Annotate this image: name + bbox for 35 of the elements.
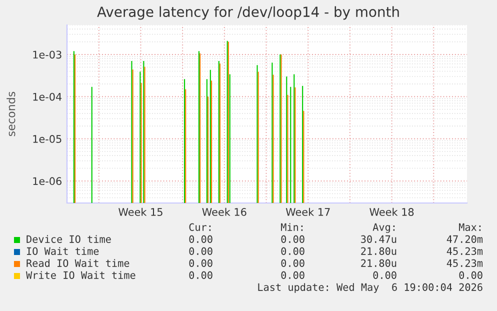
text: 0.00 bbox=[373, 271, 396, 279]
text: 0.00 bbox=[281, 247, 304, 255]
y-tick-label: 1e-06 bbox=[33, 177, 62, 186]
text: 30.47u bbox=[361, 235, 396, 243]
text: Max: bbox=[459, 223, 481, 231]
x-tick-label: Week 18 bbox=[370, 208, 414, 216]
text: 0.00 bbox=[189, 247, 212, 255]
y-tick-label: 1e-04 bbox=[33, 92, 62, 101]
text: 0.00 bbox=[189, 271, 212, 279]
chart-title: Average latency for /dev/loop14 - by month bbox=[97, 6, 399, 20]
text: Cur: bbox=[189, 223, 211, 231]
y-tick-label: 1e-05 bbox=[33, 135, 62, 143]
text: 45.23m bbox=[446, 259, 483, 267]
text: 0.00 bbox=[189, 259, 212, 267]
text: 0.00 bbox=[281, 259, 304, 267]
text: 0.00 bbox=[281, 235, 304, 243]
legend-label: Read IO Wait time bbox=[26, 259, 130, 267]
x-tick-label: Week 17 bbox=[286, 208, 330, 216]
text: Last update: Wed May 6 19:00:04 2026 bbox=[258, 283, 482, 293]
legend-label: Write IO Wait time bbox=[26, 271, 136, 279]
text: 45.23m bbox=[446, 247, 483, 255]
y-axis-title: seconds bbox=[6, 92, 16, 136]
text: Avg: bbox=[372, 223, 395, 233]
x-tick-label: Week 16 bbox=[202, 208, 246, 216]
x-tick-label: Week 15 bbox=[118, 208, 162, 216]
text: Min: bbox=[281, 223, 303, 231]
text: 0.00 bbox=[189, 235, 212, 243]
y-tick-label: 1e-03 bbox=[33, 50, 62, 59]
text: 0.00 bbox=[281, 271, 304, 279]
text: 21.80u bbox=[361, 259, 396, 267]
legend-label: IO Wait time bbox=[26, 247, 99, 255]
text: 47.20m bbox=[446, 235, 483, 243]
text: 0.00 bbox=[459, 271, 482, 279]
text: 21.80u bbox=[361, 247, 396, 255]
legend-label: Device IO time bbox=[26, 235, 111, 243]
